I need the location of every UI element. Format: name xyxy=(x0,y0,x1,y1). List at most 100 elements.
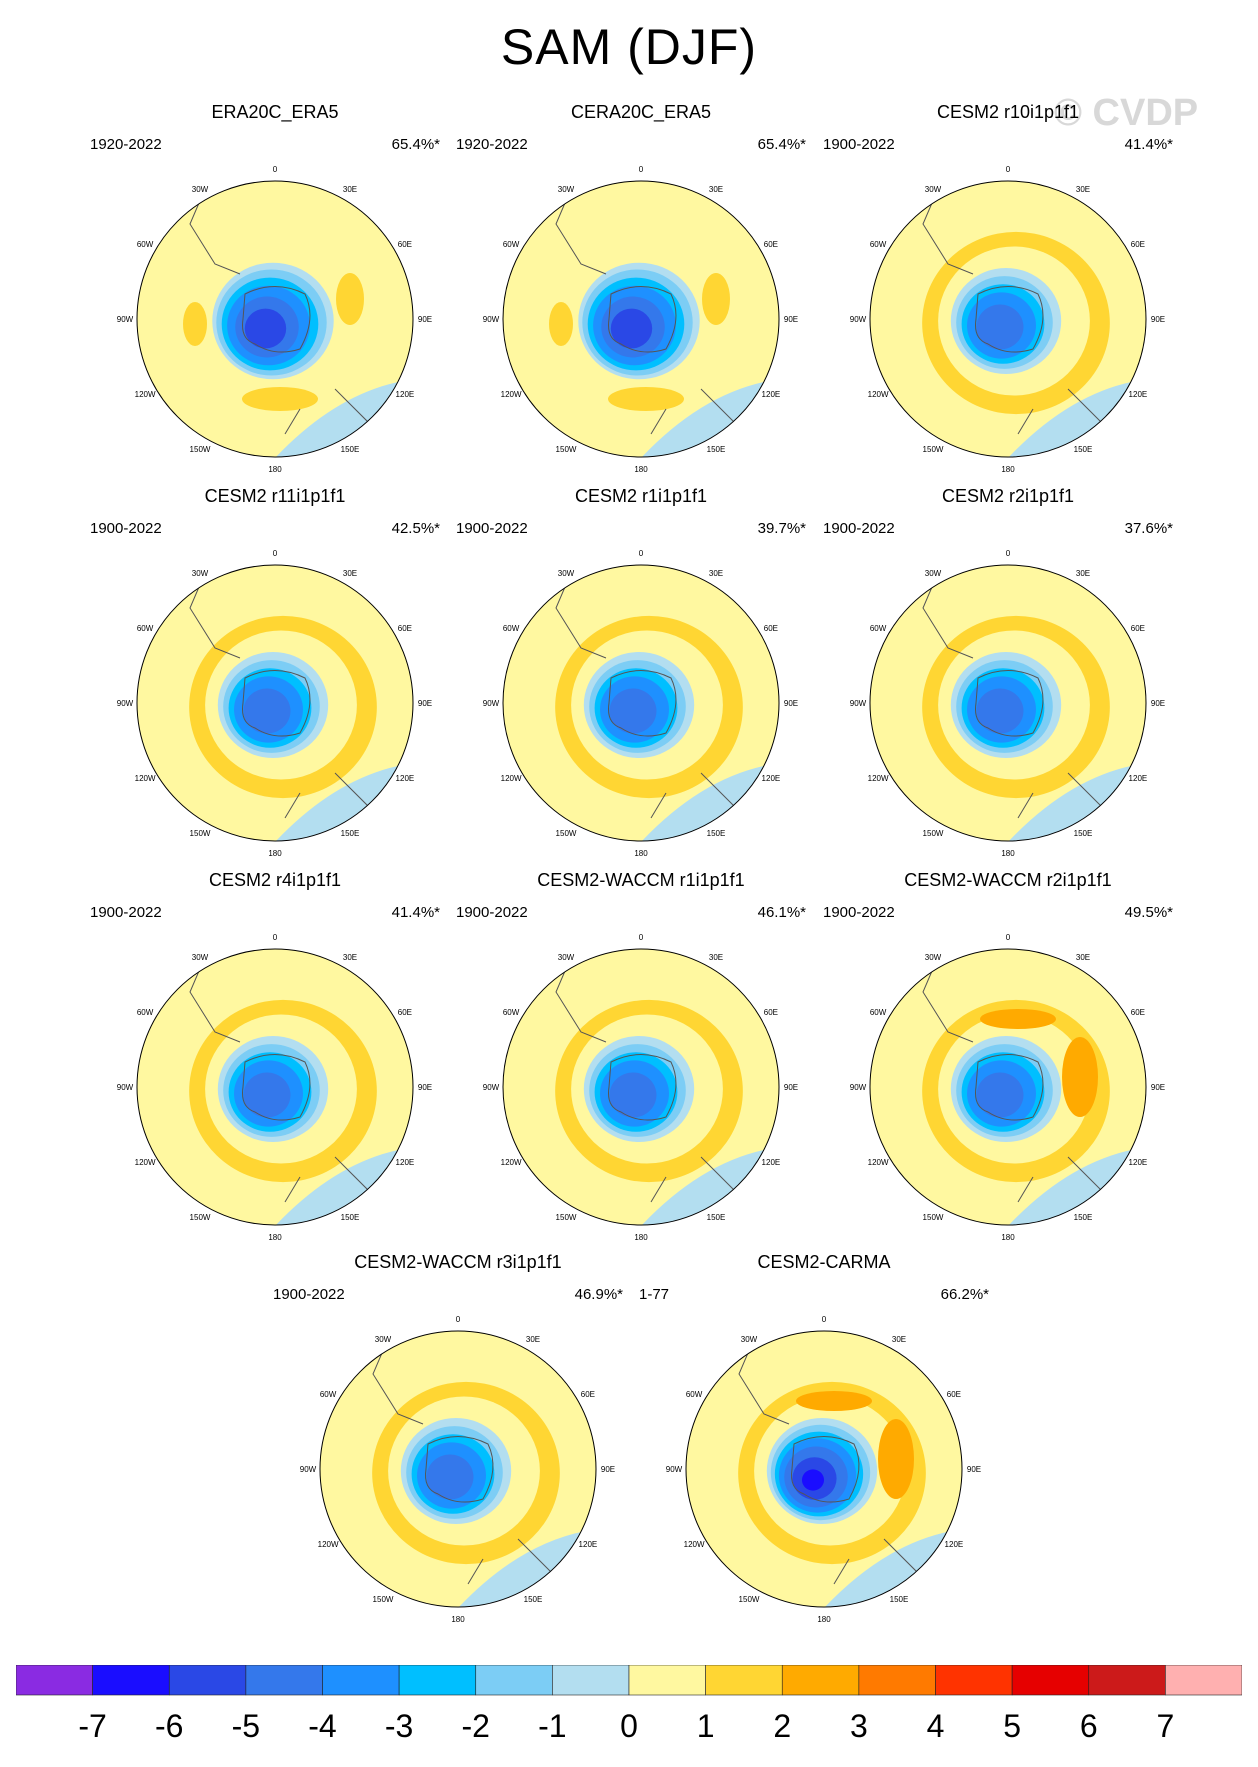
new-zealand-coastline xyxy=(650,408,667,435)
longitude-label: 150W xyxy=(556,1213,577,1222)
longitude-label: 180 xyxy=(634,465,648,472)
longitude-label: 90W xyxy=(117,699,134,708)
positive-core xyxy=(980,1009,1056,1029)
longitude-label: 120E xyxy=(1129,1158,1148,1167)
longitude-label: 180 xyxy=(634,1233,648,1240)
panel-variance: 46.9%* xyxy=(574,1286,623,1303)
polar-map: 0 30E 60E 90E 120E 150E 180 150W 120W 90W 60W 30W xyxy=(850,165,1165,472)
panel-period: 1900-2022 xyxy=(90,520,162,537)
longitude-label: 180 xyxy=(817,1615,831,1622)
antarctica-coastline xyxy=(425,1436,494,1503)
panel-period: 1900-2022 xyxy=(456,904,528,921)
longitude-label: 90E xyxy=(418,1083,432,1092)
longitude-label: 90W xyxy=(117,1083,134,1092)
panel-variance: 65.4%* xyxy=(757,136,806,153)
longitude-label: 90E xyxy=(418,699,432,708)
longitude-label: 0 xyxy=(639,933,644,942)
longitude-label: 180 xyxy=(1001,465,1015,472)
longitude-label: 120W xyxy=(501,1158,522,1167)
colorbar-tick-label: 0 xyxy=(620,1708,638,1744)
new-zealand-coastline xyxy=(284,792,301,819)
longitude-label: 150W xyxy=(923,1213,944,1222)
panel-title: CESM2-WACCM r3i1p1f1 xyxy=(354,1252,562,1272)
longitude-label: 90W xyxy=(300,1465,317,1474)
colorbar-swatch xyxy=(168,1665,247,1696)
longitude-label: 120E xyxy=(396,390,415,399)
longitude-label: 150E xyxy=(341,1213,360,1222)
longitude-label: 120E xyxy=(396,774,415,783)
positive-core xyxy=(796,1391,872,1411)
antarctica-coastline xyxy=(608,1054,677,1121)
new-zealand-coastline xyxy=(1017,408,1034,435)
longitude-label: 150W xyxy=(190,445,211,454)
longitude-label: 90W xyxy=(850,699,867,708)
longitude-label: 120W xyxy=(684,1540,705,1549)
map-panel: 0 30E 60E 90E 120E 150E 180 150W 120W 90W 60W 30W CE… xyxy=(823,102,1193,472)
map-border xyxy=(136,564,414,842)
longitude-label: 60W xyxy=(320,1390,337,1399)
longitude-label: 90E xyxy=(967,1465,981,1474)
colorbar-swatch xyxy=(935,1665,1013,1696)
longitude-label: 180 xyxy=(268,849,282,856)
south-america-coastline xyxy=(922,572,974,659)
panel-variance: 42.5%* xyxy=(391,520,440,537)
longitude-label: 90W xyxy=(483,315,500,324)
longitude-label: 120W xyxy=(868,390,889,399)
longitude-label: 180 xyxy=(268,465,282,472)
negative-level xyxy=(976,688,1024,734)
new-zealand-coastline xyxy=(284,408,301,435)
colorbar-tick-label: 7 xyxy=(1156,1708,1174,1744)
longitude-label: 30W xyxy=(558,569,575,578)
longitude-label: 120E xyxy=(762,774,781,783)
longitude-label: 120W xyxy=(318,1540,339,1549)
panel-variance: 41.4%* xyxy=(1124,136,1173,153)
longitude-label: 180 xyxy=(451,1615,465,1622)
page-title: SAM (DJF) xyxy=(500,19,758,75)
longitude-label: 150E xyxy=(341,445,360,454)
map-panel: 0 30E 60E 90E 120E 150E 180 150W 120W 90W 60W 30W CE… xyxy=(823,486,1193,856)
colorbar-swatch xyxy=(92,1665,170,1696)
longitude-label: 60E xyxy=(398,240,412,249)
map-border xyxy=(502,948,780,1226)
negative-level xyxy=(801,1469,825,1491)
longitude-label: 30E xyxy=(709,569,723,578)
map-border xyxy=(502,564,780,842)
colorbar-swatch xyxy=(705,1665,783,1696)
colorbar-swatch xyxy=(781,1665,860,1696)
longitude-label: 30E xyxy=(1076,953,1090,962)
longitude-label: 0 xyxy=(273,933,278,942)
longitude-label: 120W xyxy=(868,1158,889,1167)
longitude-label: 30E xyxy=(343,185,357,194)
new-zealand-coastline xyxy=(1017,792,1034,819)
longitude-label: 120W xyxy=(135,774,156,783)
positive-lobe xyxy=(336,273,364,325)
longitude-label: 90W xyxy=(483,699,500,708)
longitude-label: 30W xyxy=(925,569,942,578)
longitude-label: 120E xyxy=(1129,774,1148,783)
longitude-label: 60W xyxy=(137,624,154,633)
longitude-label: 30W xyxy=(558,953,575,962)
map-border xyxy=(869,564,1147,842)
longitude-label: 150W xyxy=(190,1213,211,1222)
colorbar-swatch xyxy=(1088,1665,1166,1696)
negative-level xyxy=(609,688,657,734)
panel-title: CESM2-CARMA xyxy=(757,1252,891,1272)
panel-title: CESM2 r10i1p1f1 xyxy=(936,102,1080,122)
polar-map: 0 30E 60E 90E 120E 150E 180 150W 120W 90W 60W 30W xyxy=(117,933,432,1240)
longitude-label: 120E xyxy=(1129,390,1148,399)
longitude-label: 60E xyxy=(1131,240,1145,249)
colorbar-tick-label: 4 xyxy=(927,1708,945,1744)
longitude-label: 120E xyxy=(579,1540,598,1549)
south-america-coastline xyxy=(372,1338,424,1425)
longitude-label: 90W xyxy=(850,1083,867,1092)
colorbar-tick-label: -5 xyxy=(232,1708,260,1744)
map-border xyxy=(136,180,414,458)
polar-map: 0 30E 60E 90E 120E 150E 180 150W 120W 90W 60W 30W xyxy=(666,1315,981,1622)
colorbar-swatch xyxy=(858,1665,936,1696)
longitude-label: 120E xyxy=(762,390,781,399)
longitude-label: 120E xyxy=(945,1540,964,1549)
longitude-label: 60E xyxy=(398,624,412,633)
polar-map: 0 30E 60E 90E 120E 150E 180 150W 120W 90W 60W 30W xyxy=(483,933,798,1240)
map-panel: 0 30E 60E 90E 120E 150E 180 150W 120W 90W 60W 30W ER… xyxy=(90,102,460,472)
longitude-label: 150W xyxy=(923,445,944,454)
